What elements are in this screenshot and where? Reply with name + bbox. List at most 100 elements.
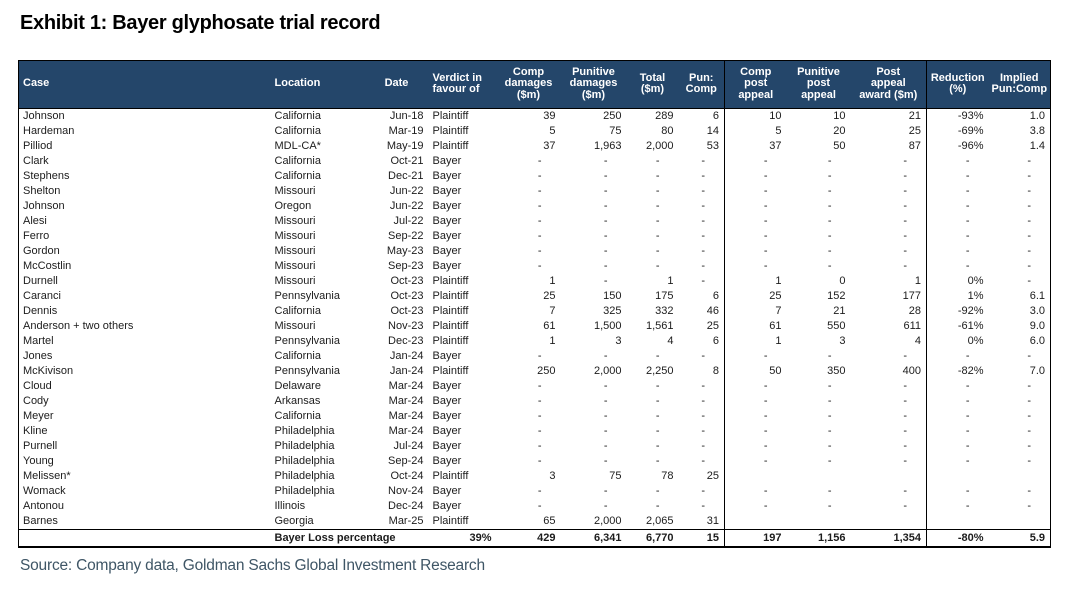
table-cell: -: [560, 394, 627, 409]
table-row: Young Philadelphia Sep-24 Bayer - - - - - - - - -: [18, 454, 1051, 469]
table-cell: -: [678, 214, 725, 229]
table-cell: -: [926, 349, 989, 364]
table-cell: 1: [850, 274, 927, 289]
table-cell: Purnell: [18, 439, 271, 454]
total-cell: -80%: [926, 529, 989, 547]
table-cell: Philadelphia: [270, 424, 365, 439]
table-cell: Bayer: [428, 259, 497, 274]
table-cell: -: [626, 394, 679, 409]
table-cell: -: [926, 229, 989, 244]
table-cell: Missouri: [270, 319, 365, 334]
table-cell: Oct-23: [364, 304, 429, 319]
table-cell: Bayer: [428, 379, 497, 394]
table-cell: Young: [18, 454, 271, 469]
column-header: Post appeal award ($m): [850, 60, 927, 109]
table-cell: Plaintiff: [428, 108, 497, 124]
table-cell: Womack: [18, 484, 271, 499]
source-attribution: Source: Company data, Goldman Sachs Glob…: [20, 557, 485, 574]
table-cell: -: [724, 454, 787, 469]
table-row: Durnell Missouri Oct-23 Plaintiff 1-1-1 0 1 0% -: [18, 274, 1051, 289]
table-cell: -: [988, 169, 1051, 184]
table-cell: Bayer: [428, 214, 497, 229]
table-cell: Oct-21: [364, 154, 429, 169]
table-cell: -: [988, 499, 1051, 514]
table-cell: -: [926, 184, 989, 199]
table-cell: California: [270, 169, 365, 184]
table-cell: 177: [850, 289, 927, 304]
table-cell: 550: [786, 319, 851, 334]
table-cell: Jones: [18, 349, 271, 364]
table-cell: -: [786, 484, 851, 499]
table-cell: -: [786, 214, 851, 229]
table-cell: -: [678, 199, 725, 214]
table-cell: -: [926, 199, 989, 214]
table-cell: Bayer: [428, 349, 497, 364]
table-cell: -: [560, 214, 627, 229]
table-cell: -: [560, 379, 627, 394]
table-cell: Missouri: [270, 184, 365, 199]
table-cell: -: [786, 259, 851, 274]
exhibit-table-container: Case Location Date Verdict in favour of Comp…: [18, 60, 1051, 548]
table-cell: 6.0: [988, 334, 1051, 349]
table-cell: 1,963: [560, 139, 627, 154]
table-cell: Plaintiff: [428, 334, 497, 349]
table-cell: -: [678, 169, 725, 184]
table-cell: -: [786, 199, 851, 214]
column-header: Date: [364, 60, 429, 109]
table-cell: 28: [850, 304, 927, 319]
table-cell: 332: [626, 304, 679, 319]
table-cell: Cody: [18, 394, 271, 409]
table-cell: Dec-23: [364, 334, 429, 349]
table-cell: 61: [496, 319, 561, 334]
table-cell: -: [926, 214, 989, 229]
table-cell: [988, 469, 1051, 484]
table-cell: -: [786, 154, 851, 169]
table-cell: McCostlin: [18, 259, 271, 274]
table-cell: -: [926, 439, 989, 454]
table-cell: -: [626, 424, 679, 439]
table-cell: [850, 514, 927, 530]
table-cell: -: [560, 439, 627, 454]
table-cell: -: [678, 154, 725, 169]
table-cell: California: [270, 108, 365, 124]
table-cell: -: [786, 229, 851, 244]
table-cell: -: [496, 499, 561, 514]
table-cell: 1,500: [560, 319, 627, 334]
table-cell: Mar-25: [364, 514, 429, 530]
table-cell: Mar-24: [364, 409, 429, 424]
total-row: Bayer Loss percentage 39% 429 6,341 6,770 15 1…: [18, 529, 1051, 547]
table-cell: -: [988, 379, 1051, 394]
table-row: Johnson Oregon Jun-22 Bayer - - - - - - - - -: [18, 199, 1051, 214]
table-cell: -: [678, 379, 725, 394]
table-row: McKivison Pennsylvania Jan-24 Plaintiff 250 2…: [18, 364, 1051, 379]
table-cell: Bayer: [428, 154, 497, 169]
table-cell: -: [724, 154, 787, 169]
table-cell: 150: [560, 289, 627, 304]
table-row: Dennis California Oct-23 Plaintiff 7 325 332 46…: [18, 304, 1051, 319]
table-row: Stephens California Dec-21 Bayer - - - - - - - - -: [18, 169, 1051, 184]
table-cell: -: [560, 409, 627, 424]
table-cell: -: [786, 439, 851, 454]
table-cell: 9.0: [988, 319, 1051, 334]
table-cell: 80: [626, 124, 679, 139]
table-row: Caranci Pennsylvania Oct-23 Plaintiff 25 150 1…: [18, 289, 1051, 304]
table-cell: 250: [560, 108, 627, 124]
table-cell: 1: [496, 334, 561, 349]
table-cell: -: [626, 259, 679, 274]
table-cell: 37: [724, 139, 787, 154]
column-header: Punitive post appeal: [786, 60, 851, 109]
table-cell: -: [626, 214, 679, 229]
table-row: Johnson California Jun-18 Plaintiff 39 250 289…: [18, 108, 1051, 124]
table-row: Ferro Missouri Sep-22 Bayer - - - - - - - - -: [18, 229, 1051, 244]
table-cell: -: [724, 499, 787, 514]
table-cell: -: [560, 154, 627, 169]
table-cell: 21: [786, 304, 851, 319]
table-cell: 46: [678, 304, 725, 319]
table-cell: Johnson: [18, 108, 271, 124]
table-cell: Sep-22: [364, 229, 429, 244]
table-cell: 3.8: [988, 124, 1051, 139]
table-cell: 78: [626, 469, 679, 484]
table-cell: Plaintiff: [428, 139, 497, 154]
table-cell: -: [926, 244, 989, 259]
table-cell: -96%: [926, 139, 989, 154]
